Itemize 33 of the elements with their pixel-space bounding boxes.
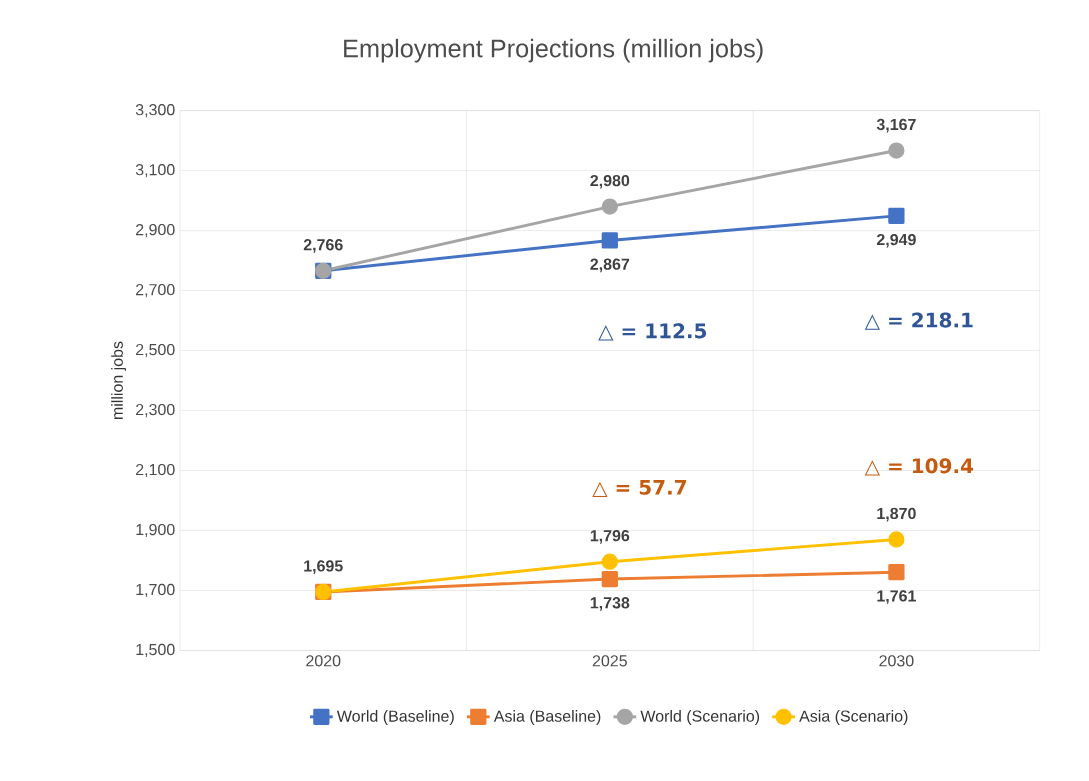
data-label: 1,870: [877, 507, 916, 522]
y-tick-label: 2,100: [136, 463, 175, 478]
y-tick-label: 2,700: [136, 283, 175, 298]
data-label: 2,766: [303, 239, 343, 253]
data-label: 1,761: [877, 590, 916, 604]
data-label: 1,738: [590, 597, 630, 611]
y-tick-label: 1,500: [136, 643, 175, 658]
data-label: 1,796: [590, 529, 630, 544]
y-tick-label: 1,700: [136, 583, 175, 598]
x-tick-label: 2020: [306, 655, 341, 667]
chart-title: Employment Projections (million jobs): [344, 38, 763, 63]
data-label: 2,980: [590, 174, 630, 189]
annotation: △ = 109.4: [864, 458, 974, 476]
legend-label: Asia (Baseline): [493, 710, 601, 725]
data-label: 2,867: [590, 258, 630, 273]
annotation: △ = 112.5: [598, 323, 707, 341]
x-tick-label: 2030: [879, 655, 914, 667]
annotation: △ = 218.1: [864, 312, 973, 330]
y-tick-label: 2,300: [136, 403, 175, 418]
data-label: 1,695: [304, 560, 343, 574]
data-label: 2,949: [876, 233, 916, 248]
y-tick-label: 2,900: [136, 223, 175, 238]
legend-label: World (Scenario): [640, 710, 760, 725]
data-label: 3,167: [876, 118, 916, 133]
legend-label: World (Baseline): [336, 710, 454, 725]
y-tick-label: 2,500: [136, 343, 175, 358]
y-tick-label: 3,100: [135, 163, 175, 178]
legend-label: Asia (Scenario): [799, 710, 908, 725]
y-tick-label: 1,900: [136, 523, 175, 538]
annotation: △ = 57.7: [592, 479, 687, 497]
y-axis-title: million jobs: [111, 341, 127, 419]
y-tick-label: 3,300: [135, 103, 175, 118]
x-tick-label: 2025: [592, 655, 627, 667]
